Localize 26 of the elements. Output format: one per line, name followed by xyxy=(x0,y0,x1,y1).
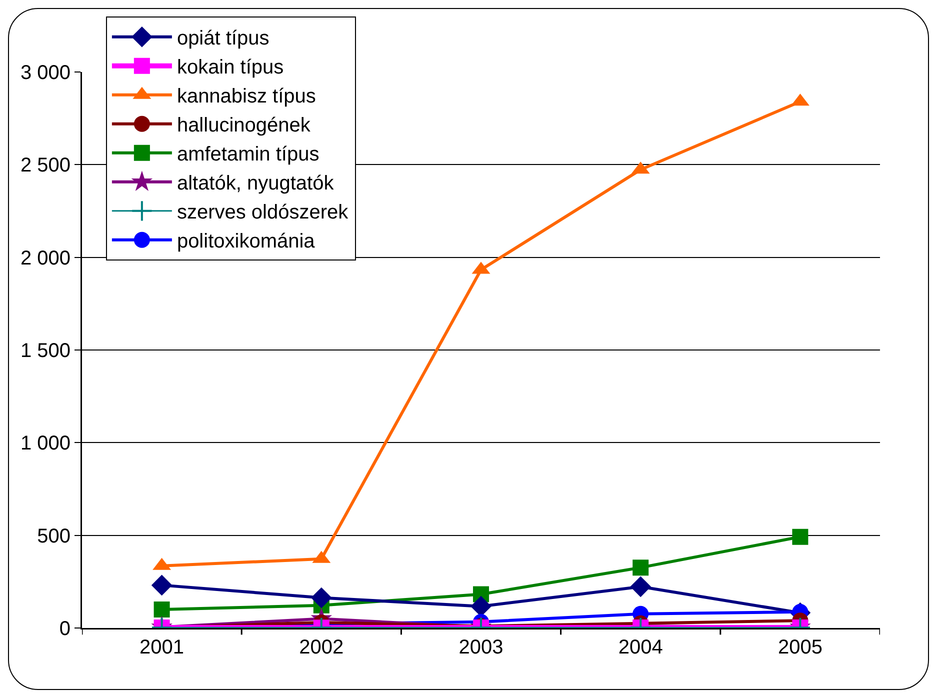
x-tick-label: 2005 xyxy=(778,636,822,658)
point xyxy=(311,587,332,608)
x-tick-label: 2004 xyxy=(618,636,663,658)
legend-label: kannabisz típus xyxy=(176,86,316,108)
y-tick-label: 1 500 xyxy=(20,340,70,362)
y-tick-label: 2 000 xyxy=(20,247,70,270)
legend-label: kokain típus xyxy=(176,56,284,79)
legend-label: politoxikománia xyxy=(176,230,316,253)
legend-label: opiát típus xyxy=(176,28,270,50)
legend-label: szerves oldószerek xyxy=(176,202,350,224)
legend-label: amfetamin típus xyxy=(176,144,320,166)
point xyxy=(632,560,649,576)
y-tick-label: 500 xyxy=(37,525,70,548)
y-tick-label: 2 500 xyxy=(20,154,70,177)
legend-label: hallucinogének xyxy=(176,114,312,137)
point xyxy=(151,574,172,596)
x-tick-label: 2001 xyxy=(140,636,184,658)
point xyxy=(154,601,170,618)
point xyxy=(792,528,808,545)
y-tick-label: 1 000 xyxy=(20,432,70,455)
legend-label: altatók, nyugtatók xyxy=(176,172,335,195)
x-tick-label: 2002 xyxy=(299,636,344,658)
y-tick-label: 3 000 xyxy=(20,62,70,84)
point xyxy=(630,576,651,598)
x-tick-label: 2003 xyxy=(458,636,504,658)
y-tick-label: 0 xyxy=(59,618,70,640)
